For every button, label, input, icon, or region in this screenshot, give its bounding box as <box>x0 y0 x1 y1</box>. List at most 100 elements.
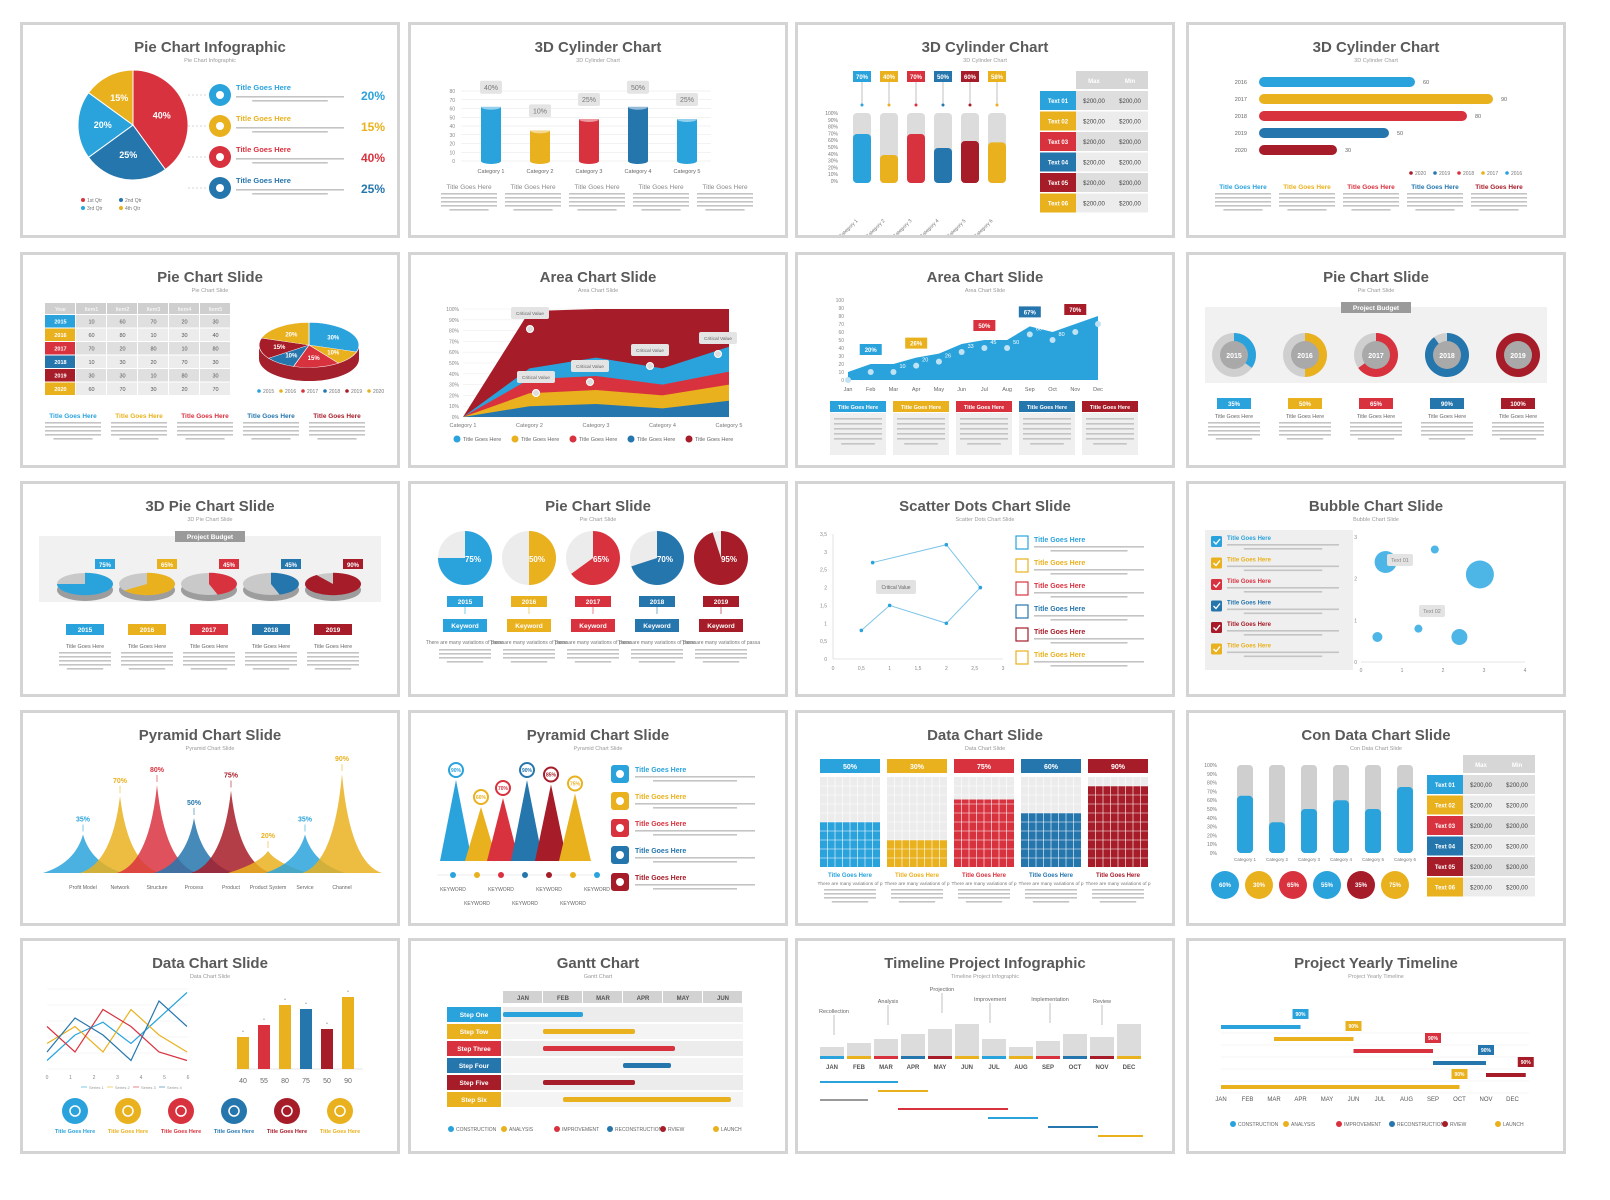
slide-thumbnail[interactable]: Area Chart Slide Area Chart Slide 0% 10% 20%… <box>408 252 788 468</box>
pie-slice-label: 30% <box>327 335 340 341</box>
x-tick: 3 <box>116 1075 119 1081</box>
text-placeholder-line <box>824 893 876 895</box>
keyword-label: Keyword <box>515 623 542 630</box>
slide-title: Project Yearly Timeline <box>1294 955 1458 972</box>
percent-badge <box>219 559 239 569</box>
month-label: FEB <box>853 1065 866 1071</box>
legend-label: 2020 <box>1415 171 1426 177</box>
legend-label: 2017 <box>1487 171 1498 177</box>
text-placeholder-line <box>697 197 753 199</box>
text-placeholder-line <box>1227 544 1339 546</box>
timeline-color-band <box>982 1056 1006 1059</box>
gantt-bar <box>623 1063 671 1068</box>
bar-marker: • <box>305 1001 307 1007</box>
slide-thumbnail[interactable]: Pie Chart Slide Pie Chart Slide Project Bu… <box>1186 252 1566 468</box>
icon-caption: Title Goes Here <box>108 1129 148 1135</box>
legend-label: Series 1 <box>89 1085 104 1090</box>
month-label: DEC <box>1123 1065 1136 1071</box>
slide-thumbnail[interactable]: Pie Chart Infographic Pie Chart Infograph… <box>20 22 400 238</box>
slide-thumbnail[interactable]: 3D Cylinder Chart 3D Cylinder Chart 0 10 20 3… <box>408 22 788 238</box>
timeline-bar <box>1098 1135 1143 1137</box>
slide-thumbnail[interactable]: Timeline Project Infographic Timeline Pro… <box>795 938 1175 1154</box>
y-tick: 3 <box>824 550 827 556</box>
month-header-bg <box>583 991 622 1003</box>
text-placeholder-line <box>569 201 625 203</box>
y-tick: 30% <box>1207 825 1218 831</box>
table-row-label-bg <box>1427 857 1463 876</box>
x-tick: Category 2 <box>1266 857 1289 862</box>
month-label: MAY <box>1321 1097 1334 1103</box>
table-cell: $200,00 <box>1506 865 1528 871</box>
timeline-bar <box>898 1108 1008 1110</box>
caption-title: Title Goes Here <box>1347 184 1395 191</box>
scatter-point <box>978 585 983 590</box>
keyword-dot <box>522 872 528 878</box>
x-tick: Category 4 <box>1330 857 1353 862</box>
year-tag-label: 2015 <box>78 627 93 634</box>
text-placeholder-line <box>697 201 753 203</box>
table-header: Item3 <box>147 307 161 313</box>
x-tick: 0 <box>46 1075 49 1081</box>
y-tick: 2 <box>824 586 827 592</box>
keyword-label: KEYWORD <box>512 901 538 907</box>
critical-value-callout <box>699 332 737 344</box>
table-cell-bg <box>107 342 137 355</box>
table-cell-bg <box>138 355 168 368</box>
y-tick: 2016 <box>1235 80 1247 86</box>
text-placeholder-line <box>641 209 681 211</box>
point-label: 60 <box>1036 326 1042 332</box>
slide-chart: 0 1 2 3 4 5 6 Series 1 Series 2 Series 3 Series 4 •… <box>46 988 363 1135</box>
slide-thumbnail[interactable]: Pyramid Chart Slide Pyramid Chart Slide 35… <box>20 710 400 926</box>
text-placeholder-line <box>1243 591 1323 593</box>
item-icon-glyph <box>616 770 624 778</box>
cylinder-fill <box>907 134 925 183</box>
slide-thumbnail[interactable]: 3D Cylinder Chart 3D Cylinder Chart 70% 40%… <box>795 22 1175 238</box>
slide-thumbnail[interactable]: Area Chart Slide Area Chart Slide 0 10 20 30 4… <box>795 252 1175 468</box>
caption-title: Title Goes Here <box>190 644 228 650</box>
timeline-bar <box>1221 1025 1301 1029</box>
slide-chart: 2016 60 2017 90 2018 80 2019 50 2020 30 2020 2019 20… <box>1215 77 1527 211</box>
slide-title: 3D Cylinder Chart <box>534 39 662 56</box>
slide-thumbnail[interactable]: Pie Chart Slide Pie Chart Slide Year Item1 I… <box>20 252 400 468</box>
x-tick: Category 2 <box>865 218 887 235</box>
bubble <box>1465 560 1494 589</box>
slide-thumbnail[interactable]: Pyramid Chart Slide Pyramid Chart Slide 90… <box>408 710 788 926</box>
caption-text: There are many variations of passa <box>554 640 633 646</box>
month-header: APR <box>637 996 650 1002</box>
slide-thumbnail[interactable]: Gantt Chart Gantt Chart JAN FEB MAR APR MAY JUN… <box>408 938 788 1154</box>
slide-thumbnail[interactable]: Project Yearly Timeline Project Yearly Ti… <box>1186 938 1566 1154</box>
text-placeholder-line <box>251 438 291 440</box>
slide-thumbnail[interactable]: Data Chart Slide Data Chart Slide 0 1 2 3 4 5 6 S… <box>20 938 400 1154</box>
x-tick: Channel <box>332 885 351 891</box>
critical-value-label: Critical Value <box>516 311 544 317</box>
percent-circle <box>1347 871 1375 899</box>
slide-thumbnail[interactable]: Data Chart Slide Data Chart Slide 50% Title… <box>795 710 1175 926</box>
legend-swatch <box>81 206 85 210</box>
legend-label: ANALYSIS <box>509 1127 534 1133</box>
pie-3d-slice <box>209 572 237 595</box>
step-label: Step Four <box>459 1063 490 1070</box>
slide-thumbnail[interactable]: Bubble Chart Slide Bubble Chart Slide Titl… <box>1186 481 1566 697</box>
table-cell-bg <box>200 342 230 355</box>
timeline-color-band <box>1063 1056 1087 1059</box>
slide-thumbnail[interactable]: Scatter Dots Chart Slide Scatter Dots Cha… <box>795 481 1175 697</box>
slide-chart: Year Item1 Item2 Item3 Item4 Item5 2015 10 60 70 2… <box>45 303 384 440</box>
slide-thumbnail[interactable]: Con Data Chart Slide Con Data Chart Slide… <box>1186 710 1566 926</box>
slide-thumbnail[interactable]: Pie Chart Slide Pie Chart Slide 75% 2015 Key… <box>408 481 788 697</box>
pie-slice-label: 25% <box>119 150 137 160</box>
text-placeholder-line <box>1471 197 1527 199</box>
table-cell: 10 <box>150 374 156 380</box>
slide-thumbnail[interactable]: 3D Cylinder Chart 3D Cylinder Chart 2016 60… <box>1186 22 1566 238</box>
text-placeholder-line <box>503 649 555 651</box>
caption-title: Title Goes Here <box>1357 414 1395 420</box>
text-placeholder-line <box>1350 422 1402 424</box>
table-cell: $200,00 <box>1119 161 1141 167</box>
table-cell: 80 <box>119 333 125 339</box>
step-label: Step Five <box>460 1080 489 1087</box>
table-cell: $200,00 <box>1083 140 1105 146</box>
legend-swatch <box>1442 1121 1448 1127</box>
slide-thumbnail[interactable]: 3D Pie Chart Slide 3D Pie Chart Slide Proj… <box>20 481 400 697</box>
text-placeholder-line <box>1279 430 1331 432</box>
x-tick: Category 6 <box>973 218 995 235</box>
table-cell: $200,00 <box>1506 886 1528 892</box>
